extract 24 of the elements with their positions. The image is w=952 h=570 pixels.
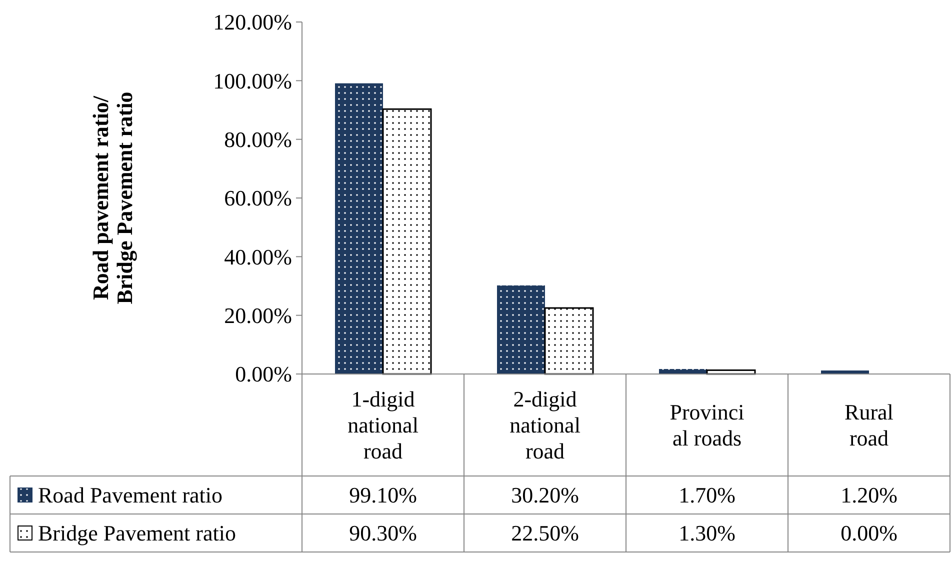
x-tick-label: 1-digid national road <box>348 386 418 464</box>
x-tick-label: Rural road <box>844 400 894 451</box>
y-tick-label: 80.00% <box>224 127 292 152</box>
x-tick-label: Provinci al roads <box>670 400 744 451</box>
data-label: 0.00% <box>840 520 898 546</box>
data-label: 90.30% <box>349 520 417 546</box>
data-label: 22.50% <box>511 520 579 546</box>
data-label: 1.30% <box>678 520 736 546</box>
legend-label: Road Pavement ratio <box>38 482 223 508</box>
data-label: 99.10% <box>349 482 417 508</box>
y-tick-label: 60.00% <box>224 186 292 211</box>
y-axis-title: Road pavement ratio/ Bridge Pavement ratio <box>88 92 138 304</box>
bar <box>497 285 545 374</box>
data-label: 30.20% <box>511 482 579 508</box>
y-tick-label: 120.00% <box>213 10 292 35</box>
y-tick-label: 0.00% <box>235 362 292 387</box>
data-label: 1.70% <box>678 482 736 508</box>
bar <box>335 83 383 374</box>
y-tick-label: 20.00% <box>224 303 292 328</box>
data-label: 1.20% <box>840 482 898 508</box>
legend-label: Bridge Pavement ratio <box>38 520 236 546</box>
y-tick-label: 100.00% <box>213 68 292 94</box>
x-tick-label: 2-digid national road <box>510 386 580 464</box>
y-tick-label: 40.00% <box>224 244 292 270</box>
